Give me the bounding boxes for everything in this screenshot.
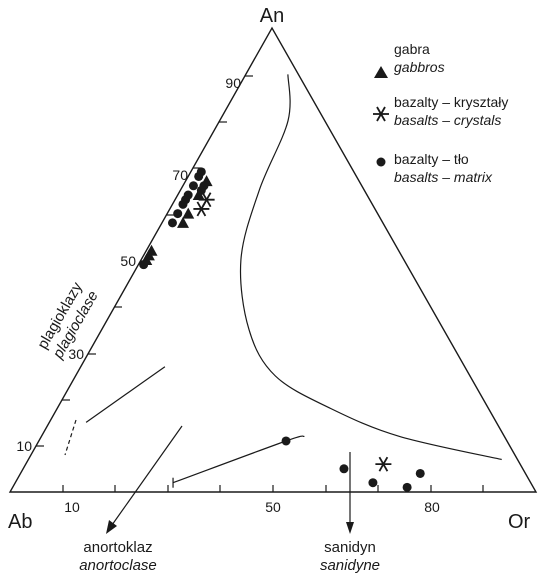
point-circle-8 <box>173 209 183 219</box>
left-axis-tick-labels: 10 30 50 70 90 <box>16 75 241 454</box>
point-triangle-1 <box>192 189 205 201</box>
point-circle-13 <box>368 478 378 488</box>
arrow-label-anortoklaz: anortoklaz <box>83 539 152 556</box>
vertex-label-or: Or <box>508 511 531 533</box>
point-circle-11 <box>281 436 291 446</box>
dashed-boundary-fragment <box>64 419 77 456</box>
left-tick-label-90: 90 <box>225 75 241 91</box>
point-circle-12 <box>339 464 349 474</box>
arrow-anortoclase-head <box>106 520 117 534</box>
legend-asterisk-marker <box>373 106 389 122</box>
arrow-label-anortoclase: anortoclase <box>79 557 157 574</box>
legend-label-basalts-matrix: basalts – matrix <box>394 169 493 185</box>
point-asterisk-1 <box>193 201 210 217</box>
legend-label-gabbros: gabbros <box>394 59 445 75</box>
point-triangle-3 <box>177 216 189 228</box>
legend-circle-marker <box>376 157 386 167</box>
legend-label-basalts-crystals: basalts – crystals <box>394 112 501 128</box>
arrow-label-sanidyn: sanidyn <box>324 539 376 556</box>
legend-item-gabbros: gabra gabbros <box>374 41 445 78</box>
bottom-tick-label-50: 50 <box>265 499 281 515</box>
data-points <box>139 167 425 492</box>
point-triangle-2 <box>182 207 195 219</box>
point-asterisk-2 <box>375 456 392 472</box>
legend-triangle-marker <box>374 66 388 78</box>
bottom-tick-label-10: 10 <box>64 499 80 515</box>
field-boundaries <box>85 74 502 488</box>
point-circle-7 <box>178 199 188 209</box>
point-circle-9 <box>167 218 177 228</box>
arrow-label-sanidyne: sanidyne <box>320 557 380 574</box>
left-axis-caption: plagioklazy plagioclase <box>34 279 102 362</box>
left-tick-label-10: 10 <box>16 438 32 454</box>
arrow-anortoclase <box>106 425 183 534</box>
curve-upper-boundary <box>239 74 502 461</box>
vertex-label-an: An <box>260 5 284 27</box>
arrow-sanidyne-head <box>346 522 354 534</box>
point-triangle-6 <box>142 249 155 261</box>
point-circle-15 <box>402 482 412 492</box>
arrow-sanidyne <box>346 452 354 534</box>
bottom-axis-ticks <box>62 485 484 492</box>
bottom-axis-tick-labels: 10 50 80 <box>64 499 440 515</box>
point-circle-14 <box>415 468 425 478</box>
legend-label-bazalty-tlo: bazalty – tło <box>394 151 469 167</box>
point-circle-3 <box>188 181 198 191</box>
left-tick-label-30: 30 <box>68 346 84 362</box>
legend-label-bazalty-krysztaly: bazalty – kryształy <box>394 94 508 110</box>
legend-label-gabra: gabra <box>394 41 430 57</box>
arrow-anortoclase-shaft <box>111 425 183 526</box>
legend-item-crystals: bazalty – kryształy basalts – crystals <box>373 94 508 128</box>
left-tick-label-50: 50 <box>120 253 136 269</box>
vertex-label-ab: Ab <box>8 511 32 533</box>
curve-left-tie-line <box>85 366 166 423</box>
legend: gabra gabbros bazalty – kryształy basalt… <box>373 41 508 185</box>
point-circle-1 <box>194 171 204 181</box>
point-circle-4 <box>196 185 206 195</box>
left-tick-label-70: 70 <box>172 167 188 183</box>
legend-item-matrix: bazalty – tło basalts – matrix <box>376 151 493 185</box>
bottom-tick-label-80: 80 <box>424 499 440 515</box>
point-circle-10 <box>139 260 149 270</box>
